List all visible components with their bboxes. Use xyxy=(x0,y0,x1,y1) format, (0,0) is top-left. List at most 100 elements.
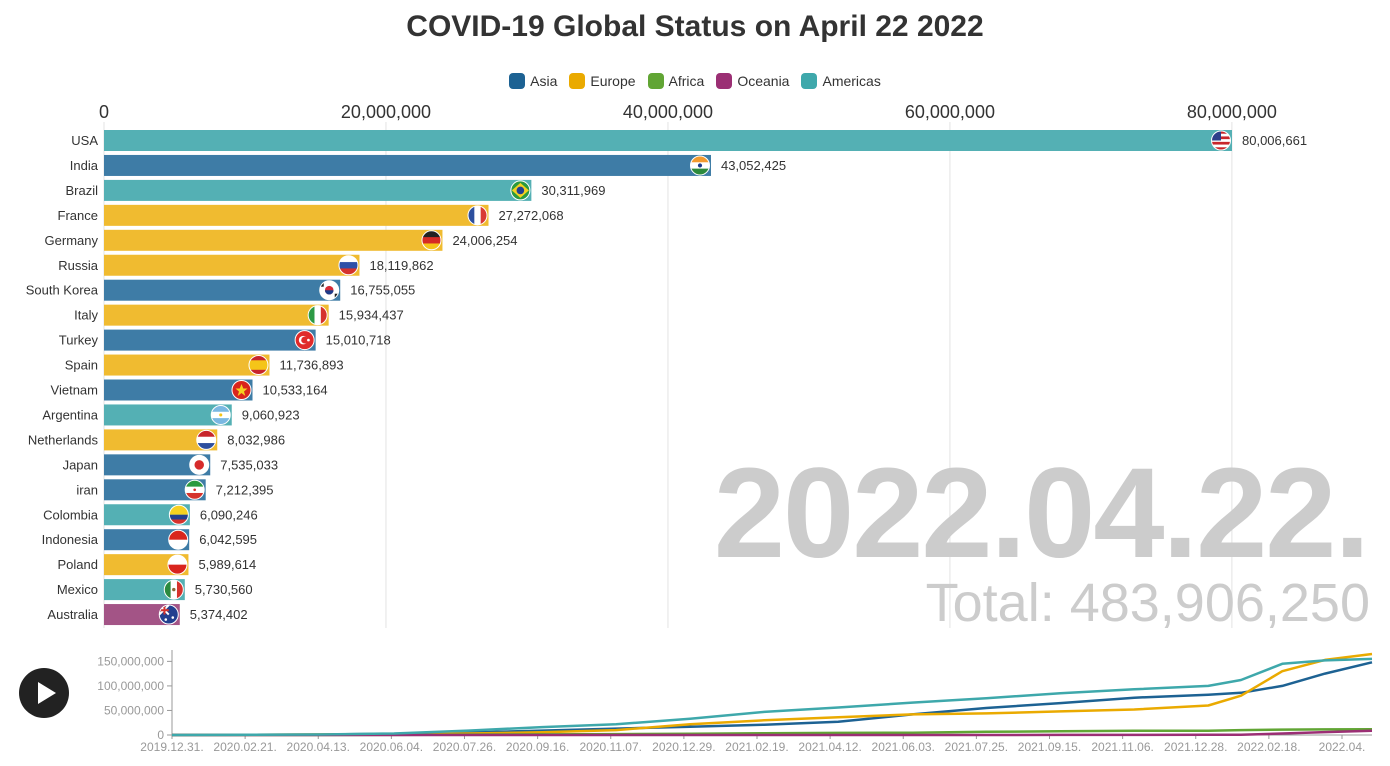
legend-label: Asia xyxy=(530,73,558,89)
bar-race-chart: 0 20,000,000 40,000,000 60,000,000 80,000,00… xyxy=(26,102,1307,628)
country-label: Turkey xyxy=(59,333,99,348)
argentina-flag-icon xyxy=(210,404,231,425)
iran-flag-icon xyxy=(184,479,205,500)
bar-row[interactable]: Turkey 15,010,718 xyxy=(59,329,391,351)
legend-item-africa[interactable]: Africa xyxy=(647,73,705,89)
chart-title: COVID-19 Global Status on April 22 2022 xyxy=(406,10,984,43)
value-label: 30,311,969 xyxy=(541,183,605,198)
timeline-y-tick-label: 150,000,000 xyxy=(97,654,164,668)
country-label: Brazil xyxy=(65,183,98,198)
bar-row[interactable]: Colombia 6,090,246 xyxy=(43,504,258,526)
italy-flag-icon xyxy=(307,305,328,326)
country-label: Japan xyxy=(63,457,98,472)
bar[interactable] xyxy=(104,179,532,201)
legend-item-asia[interactable]: Asia xyxy=(509,73,557,89)
bar-row[interactable]: Brazil 30,311,969 xyxy=(65,179,605,201)
timeline-x-tick-label: 2020.07.26. xyxy=(433,740,496,754)
bar-row[interactable]: Russia 18,119,862 xyxy=(58,254,434,276)
legend-item-oceania[interactable]: Oceania xyxy=(716,73,789,89)
legend-label: Africa xyxy=(668,73,705,89)
bar-row[interactable]: Spain 11,736,893 xyxy=(65,354,344,376)
bar[interactable] xyxy=(104,254,360,276)
legend-item-americas[interactable]: Americas xyxy=(801,73,881,89)
play-icon xyxy=(38,682,56,704)
timeline-y-tick-label: 100,000,000 xyxy=(97,679,164,693)
value-label: 5,989,614 xyxy=(198,557,256,572)
bar[interactable] xyxy=(104,579,185,601)
timeline-x-tick-label: 2020.12.29. xyxy=(652,740,715,754)
bar[interactable] xyxy=(104,429,218,451)
x-tick-label: 40,000,000 xyxy=(623,102,713,122)
legend-swatch xyxy=(716,73,733,89)
netherlands-flag-icon xyxy=(196,429,217,450)
value-label: 27,272,068 xyxy=(499,208,564,223)
timeline-x-tick-label: 2021.04.12. xyxy=(798,740,861,754)
country-label: USA xyxy=(71,133,98,148)
value-label: 24,006,254 xyxy=(452,233,517,248)
value-label: 7,535,033 xyxy=(220,457,278,472)
legend-item-europe[interactable]: Europe xyxy=(569,73,636,89)
timeline-x-tick-label: 2020.09.16. xyxy=(506,740,569,754)
bar[interactable] xyxy=(104,279,341,301)
bar-row[interactable]: Japan 7,535,033 xyxy=(63,454,279,476)
country-label: Colombia xyxy=(43,507,99,522)
bar-row[interactable]: Indonesia 6,042,595 xyxy=(42,529,257,551)
country-label: Spain xyxy=(65,358,98,373)
vietnam-flag-icon xyxy=(231,380,252,400)
timeline-x-tick-label: 2020.11.07. xyxy=(579,740,642,754)
bar-row[interactable]: Germany 24,006,254 xyxy=(45,229,518,251)
play-button[interactable] xyxy=(19,668,69,718)
legend-label: Oceania xyxy=(737,73,790,89)
bar[interactable] xyxy=(104,304,329,326)
timeline-x-tick-label: 2022.04. xyxy=(1319,740,1366,754)
bar[interactable] xyxy=(104,130,1232,151)
bar[interactable] xyxy=(104,554,189,576)
bar-row[interactable]: iran 7,212,395 xyxy=(76,479,274,501)
legend-label: Americas xyxy=(822,73,881,89)
bar[interactable] xyxy=(104,154,711,176)
bar-row[interactable]: Argentina 9,060,923 xyxy=(42,404,300,426)
south-korea-flag-icon xyxy=(319,280,340,301)
bar-row[interactable]: USA 80,006,661 xyxy=(71,130,1307,151)
bar[interactable] xyxy=(104,529,190,551)
bar-row[interactable]: South Korea 16,755,055 xyxy=(26,279,416,301)
mexico-flag-icon xyxy=(163,579,184,600)
bar-row[interactable]: Poland 5,989,614 xyxy=(58,554,257,576)
legend-swatch xyxy=(801,73,818,89)
timeline-x-tick-label: 2020.06.04. xyxy=(360,740,423,754)
timeline-x-tick-label: 2019.12.31. xyxy=(140,740,203,754)
bar-row[interactable]: France 27,272,068 xyxy=(58,204,564,226)
germany-flag-icon xyxy=(421,230,442,251)
country-label: Vietnam xyxy=(51,383,98,398)
value-label: 16,755,055 xyxy=(350,283,415,298)
bar-row[interactable]: Italy 15,934,437 xyxy=(74,304,404,326)
value-label: 9,060,923 xyxy=(242,407,300,422)
russia-flag-icon xyxy=(338,255,359,276)
timeline-x-tick-label: 2021.02.19. xyxy=(725,740,788,754)
timeline-series-asia xyxy=(171,661,1373,737)
bar[interactable] xyxy=(104,329,316,351)
value-label: 10,533,164 xyxy=(263,383,328,398)
bar-row[interactable]: Mexico 5,730,560 xyxy=(57,579,253,601)
bar[interactable] xyxy=(104,404,232,426)
bar[interactable] xyxy=(104,229,443,251)
bar[interactable] xyxy=(104,454,211,476)
bar[interactable] xyxy=(104,504,190,526)
bar-row[interactable]: Australia 5,374,402 xyxy=(47,604,248,626)
value-label: 43,052,425 xyxy=(721,158,786,173)
bar-row[interactable]: Vietnam 10,533,164 xyxy=(51,379,328,401)
bar[interactable] xyxy=(104,379,253,401)
bar-row[interactable]: India 43,052,425 xyxy=(70,154,786,176)
colombia-flag-icon xyxy=(168,504,189,525)
bar[interactable] xyxy=(104,354,270,376)
bar[interactable] xyxy=(104,204,489,226)
timeline-chart[interactable]: 0 50,000,000 100,000,000 150,000,000 2019.12… xyxy=(0,640,1390,766)
current-date-watermark: 2022.04.22. xyxy=(713,442,1370,585)
bar-row[interactable]: Netherlands 8,032,986 xyxy=(28,429,285,451)
legend-swatch xyxy=(647,73,664,89)
value-label: 6,042,595 xyxy=(199,532,257,547)
x-tick-label: 20,000,000 xyxy=(341,102,431,122)
value-label: 15,010,718 xyxy=(326,333,391,348)
country-label: iran xyxy=(76,482,98,497)
bar[interactable] xyxy=(104,479,206,501)
